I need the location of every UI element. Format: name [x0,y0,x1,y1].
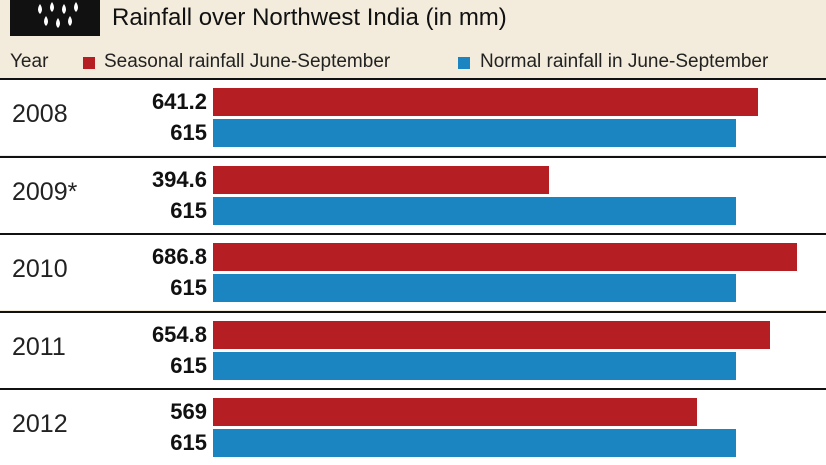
year-label: 2012 [12,410,68,438]
value-label-seasonal: 394.6 [151,167,207,192]
year-label: 2011 [12,333,66,361]
year-label: 2010 [12,255,68,283]
value-label-normal: 615 [170,198,207,223]
legend: Year Seasonal rainfall June-September No… [0,46,826,78]
bar-seasonal [213,88,759,116]
bar-seasonal [213,398,697,426]
value-label-seasonal: 686.8 [151,244,207,269]
value-label-normal: 615 [170,120,207,145]
value-label-normal: 615 [170,353,207,378]
bar-normal [213,197,736,225]
bar-normal [213,429,736,457]
bar-normal [213,119,736,147]
value-label-normal: 615 [170,430,207,455]
bar-normal [213,274,736,302]
rain-icon [10,0,100,36]
bar-normal [213,352,736,380]
legend-label-normal: Normal rainfall in June-September [480,51,769,72]
legend-label-seasonal: Seasonal rainfall June-September [104,51,391,72]
value-label-seasonal: 641.2 [151,89,207,114]
bar-seasonal [213,321,770,349]
year-label: 2008 [12,100,68,128]
bar-seasonal [213,243,797,271]
year-label: 2009* [12,178,78,206]
legend-swatch-normal [458,57,470,69]
value-label-seasonal: 654.8 [151,322,207,347]
chart-title: Rainfall over Northwest India (in mm) [112,4,507,31]
year-column-header: Year [10,51,49,72]
bar-seasonal [213,166,549,194]
value-label-seasonal: 569 [170,399,207,424]
legend-swatch-seasonal [83,57,95,69]
value-label-normal: 615 [170,275,207,300]
chart-plot-area: 2008 641.2 615 2009* 394.6 615 2010 686.8 615 201… [0,78,826,465]
